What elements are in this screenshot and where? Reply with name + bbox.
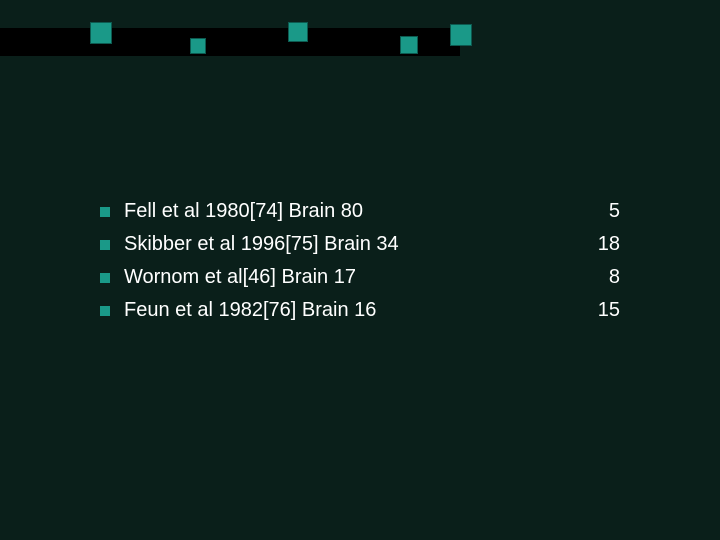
deco-square xyxy=(288,22,308,42)
top-accent-bar xyxy=(0,28,460,56)
list-item: Wornom et al[46] Brain 17 8 xyxy=(100,266,620,289)
item-value: 18 xyxy=(580,233,620,256)
bullet-list: Fell et al 1980[74] Brain 80 5 Skibber e… xyxy=(100,200,620,332)
bullet-icon xyxy=(100,207,110,217)
list-item: Fell et al 1980[74] Brain 80 5 xyxy=(100,200,620,223)
bullet-icon xyxy=(100,273,110,283)
item-label: Fell et al 1980[74] Brain 80 xyxy=(124,200,580,223)
item-label: Feun et al 1982[76] Brain 16 xyxy=(124,299,580,322)
list-item: Skibber et al 1996[75] Brain 34 18 xyxy=(100,233,620,256)
deco-square xyxy=(90,22,112,44)
bullet-icon xyxy=(100,240,110,250)
bullet-icon xyxy=(100,306,110,316)
deco-square xyxy=(450,24,472,46)
item-label: Skibber et al 1996[75] Brain 34 xyxy=(124,233,580,256)
deco-square xyxy=(400,36,418,54)
item-value: 15 xyxy=(580,299,620,322)
item-value: 8 xyxy=(580,266,620,289)
list-item: Feun et al 1982[76] Brain 16 15 xyxy=(100,299,620,322)
item-label: Wornom et al[46] Brain 17 xyxy=(124,266,580,289)
item-value: 5 xyxy=(580,200,620,223)
deco-square xyxy=(190,38,206,54)
